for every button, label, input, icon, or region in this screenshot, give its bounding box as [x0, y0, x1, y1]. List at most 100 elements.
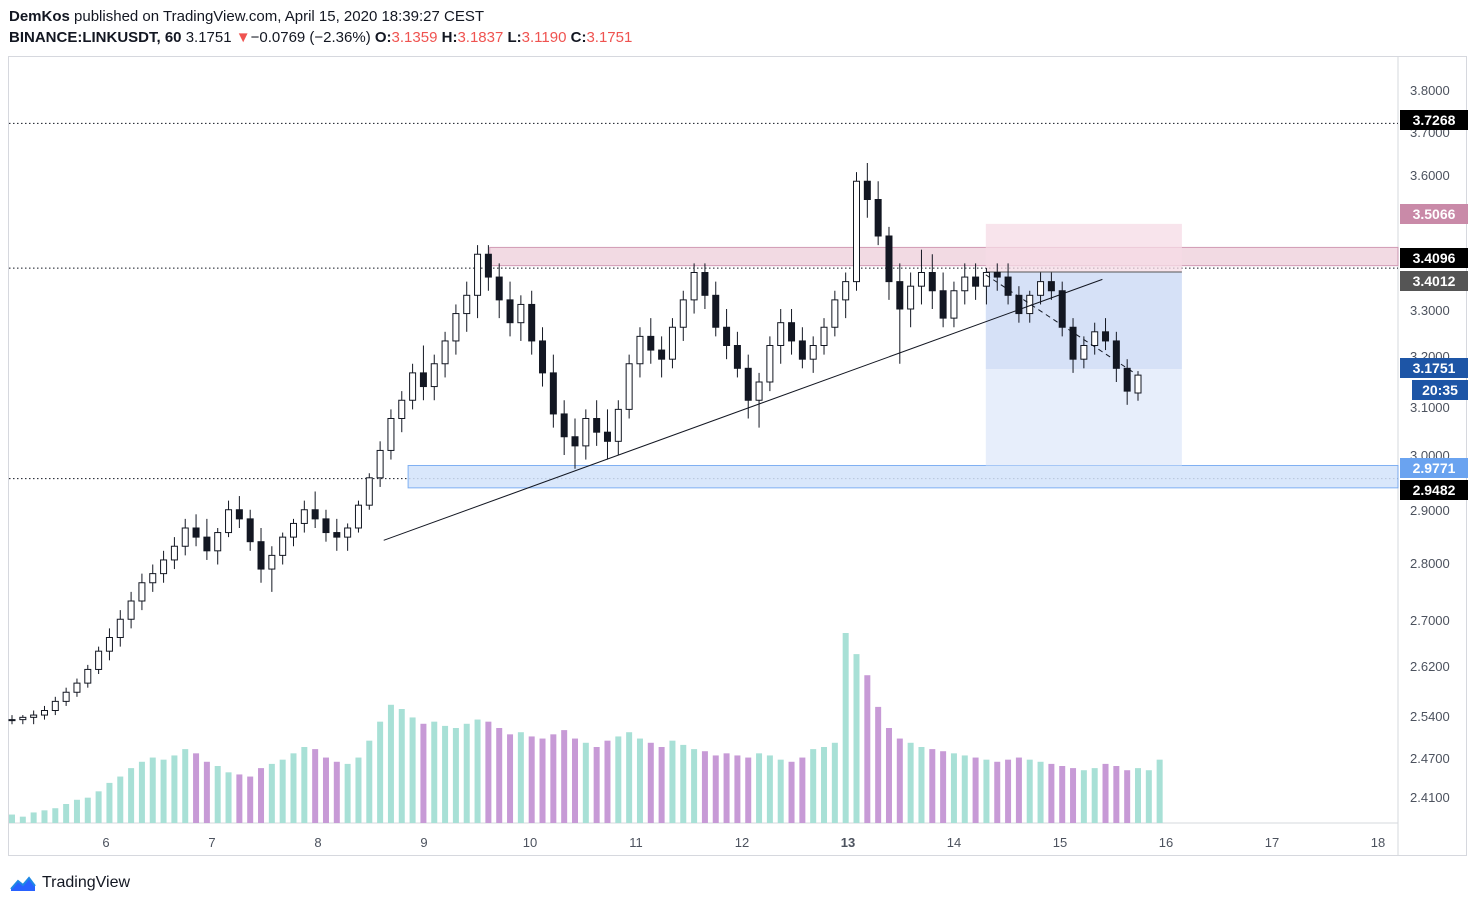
candle[interactable] [441, 340, 449, 365]
candle[interactable] [885, 235, 893, 283]
candle[interactable] [896, 281, 904, 310]
candle[interactable] [387, 418, 395, 451]
candle[interactable] [257, 541, 265, 570]
candle[interactable] [549, 372, 557, 415]
candle[interactable] [582, 418, 590, 447]
candle[interactable] [419, 372, 427, 388]
candle[interactable] [658, 349, 666, 360]
position-stop-area[interactable] [985, 223, 1182, 272]
candle[interactable] [214, 532, 222, 552]
candle[interactable] [105, 637, 113, 652]
candle[interactable] [863, 180, 871, 200]
descending-dashed-trendline[interactable] [985, 274, 1135, 374]
candle[interactable] [1004, 276, 1012, 296]
candle[interactable] [928, 272, 936, 292]
candle[interactable] [603, 431, 611, 442]
candle[interactable] [246, 518, 254, 543]
candle[interactable] [1134, 374, 1142, 394]
author-name[interactable]: DemKos [9, 8, 70, 25]
candle[interactable] [116, 618, 124, 638]
candle[interactable] [84, 668, 92, 684]
candle[interactable] [1037, 281, 1045, 296]
candle[interactable] [809, 345, 817, 360]
candle[interactable] [647, 335, 655, 351]
candle[interactable] [398, 399, 406, 419]
candle[interactable] [268, 554, 276, 570]
candle[interactable] [474, 253, 482, 296]
candle[interactable] [333, 532, 341, 538]
candle[interactable] [1069, 326, 1077, 360]
candle[interactable] [138, 582, 146, 602]
candle[interactable] [1123, 367, 1131, 392]
candle[interactable] [40, 710, 48, 716]
candle[interactable] [593, 418, 601, 433]
candle[interactable] [712, 294, 720, 328]
candle[interactable] [344, 527, 352, 538]
candle[interactable] [1026, 294, 1034, 315]
position-target-remaining-area[interactable] [985, 369, 1182, 466]
resistance-zone[interactable] [489, 246, 1399, 267]
candle[interactable] [1102, 331, 1110, 342]
candle[interactable] [723, 326, 731, 346]
candle[interactable] [820, 326, 828, 346]
candle[interactable] [755, 381, 763, 401]
candle[interactable] [127, 600, 135, 620]
candle[interactable] [73, 682, 81, 693]
candle[interactable] [1015, 294, 1023, 315]
candle[interactable] [506, 299, 514, 324]
candle[interactable] [290, 522, 297, 538]
candle[interactable] [484, 253, 492, 278]
candle[interactable] [528, 303, 536, 342]
candle[interactable] [744, 367, 752, 401]
candle[interactable] [982, 272, 990, 287]
candle[interactable] [560, 413, 568, 438]
candle[interactable] [733, 345, 741, 369]
candle[interactable] [1080, 345, 1088, 360]
support-zone[interactable] [407, 464, 1399, 489]
candle[interactable] [1058, 290, 1066, 328]
candle[interactable] [149, 573, 157, 584]
candle[interactable] [376, 449, 384, 479]
candle[interactable] [30, 714, 38, 718]
candle[interactable] [777, 322, 785, 346]
candle[interactable] [690, 272, 698, 301]
candle[interactable] [51, 700, 59, 711]
candle[interactable] [1112, 340, 1120, 369]
candle[interactable] [874, 199, 882, 237]
candle[interactable] [625, 363, 633, 410]
candle[interactable] [571, 436, 579, 447]
candle[interactable] [225, 509, 233, 534]
candle[interactable] [62, 691, 70, 702]
candle[interactable] [907, 285, 915, 310]
candle[interactable] [452, 313, 460, 342]
candle[interactable] [311, 509, 319, 520]
candle[interactable] [354, 504, 362, 529]
candle[interactable] [831, 299, 839, 328]
ascending-trendline[interactable] [383, 278, 1103, 541]
tradingview-logo-icon[interactable] [10, 874, 36, 892]
candle[interactable] [365, 477, 373, 506]
candle[interactable] [853, 180, 860, 283]
candle[interactable] [409, 372, 417, 401]
candle[interactable] [95, 650, 103, 670]
candle[interactable] [939, 290, 947, 319]
candle[interactable] [679, 299, 687, 328]
candle[interactable] [1091, 331, 1099, 346]
candle[interactable] [495, 276, 503, 301]
candle[interactable] [788, 322, 796, 342]
candle[interactable] [430, 363, 438, 388]
candle[interactable] [950, 290, 958, 319]
candle[interactable] [19, 716, 27, 721]
candle[interactable] [517, 303, 525, 324]
candle[interactable] [160, 559, 168, 575]
candle[interactable] [322, 518, 330, 534]
candle[interactable] [192, 527, 200, 538]
candle[interactable] [181, 527, 189, 547]
candle[interactable] [539, 340, 547, 374]
candle[interactable] [701, 272, 709, 296]
candle[interactable] [235, 509, 243, 520]
candle[interactable] [993, 272, 1001, 278]
candle[interactable] [8, 719, 16, 722]
candle[interactable] [614, 408, 622, 442]
